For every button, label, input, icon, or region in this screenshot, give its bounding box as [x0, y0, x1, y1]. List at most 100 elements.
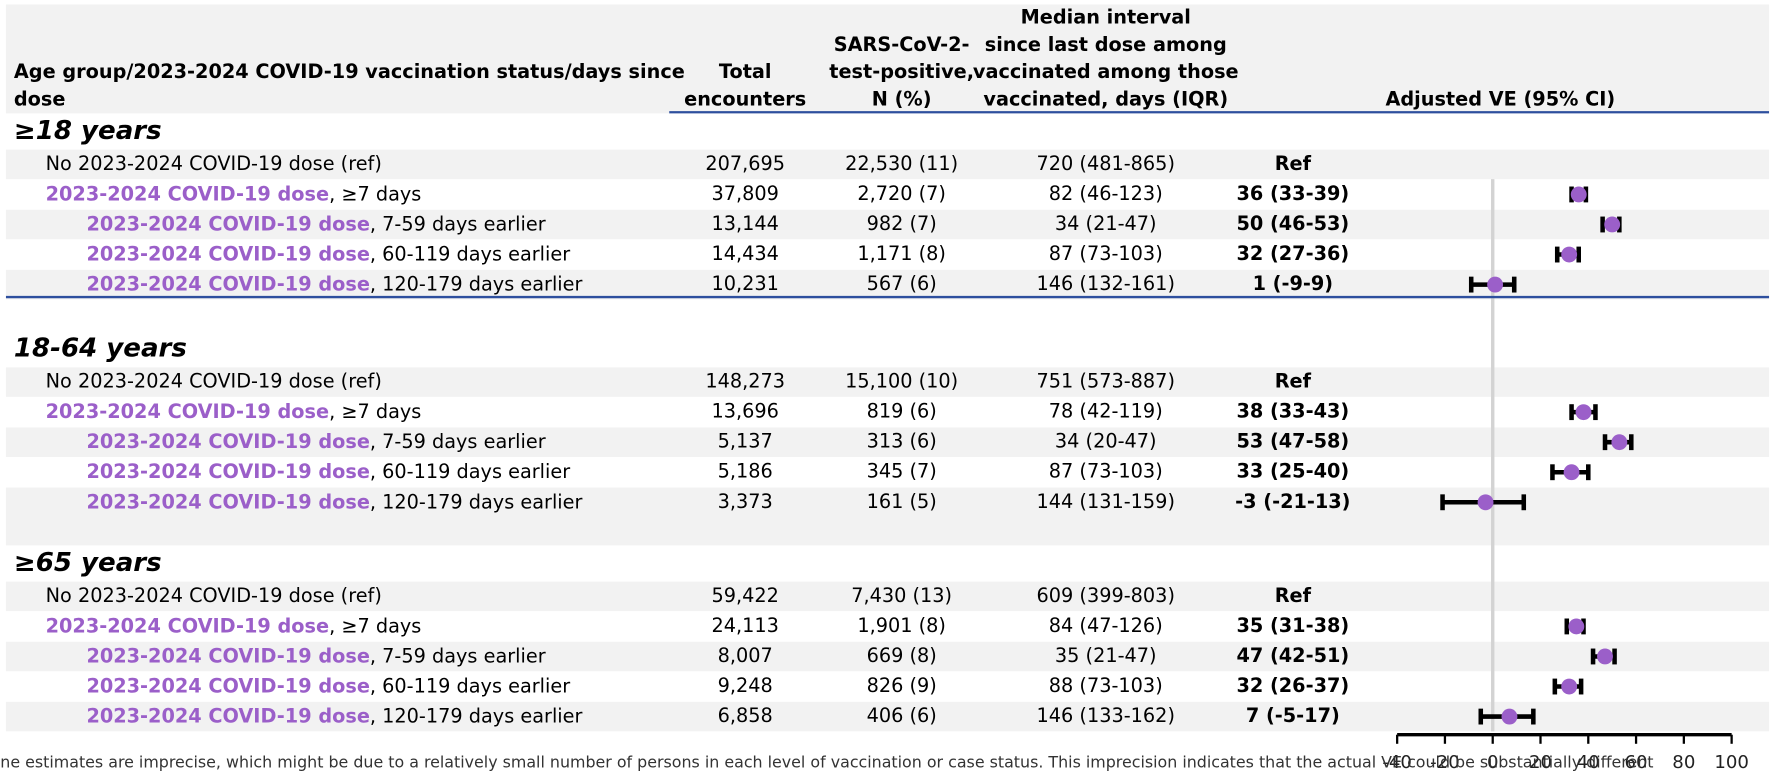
row-label: 2023-2024 COVID-19 dose, ≥7 days [46, 400, 422, 423]
column-header: Adjusted VE (95% CI) [1385, 87, 1615, 110]
median-cell: 146 (133-162) [1037, 704, 1175, 727]
dose-suffix: , 7-59 days earlier [370, 430, 546, 453]
ve-point [1561, 246, 1578, 263]
median-cell: 35 (21-47) [1055, 644, 1157, 667]
ve-cell: Ref [1275, 370, 1312, 393]
dose-label: 2023-2024 COVID-19 dose [86, 272, 369, 295]
ve-point [1477, 494, 1494, 511]
median-cell: 34 (20-47) [1055, 430, 1157, 453]
total-cell: 3,373 [718, 490, 773, 513]
ve-cell: 1 (-9-9) [1253, 272, 1334, 295]
row-label: 2023-2024 COVID-19 dose, ≥7 days [46, 614, 422, 637]
row-label: 2023-2024 COVID-19 dose, 60-119 days ear… [86, 242, 570, 265]
total-cell: 5,137 [718, 430, 773, 453]
positive-cell: 313 (6) [867, 430, 937, 453]
median-cell: 82 (46-123) [1049, 182, 1163, 205]
row-bg [5, 641, 1770, 672]
row-label: 2023-2024 COVID-19 dose, ≥7 days [46, 182, 422, 205]
ve-point [1487, 276, 1504, 293]
spacer-bg [5, 515, 1770, 546]
positive-cell: 22,530 (11) [845, 152, 958, 175]
ve-point [1575, 404, 1592, 421]
median-cell: 87 (73-103) [1049, 242, 1163, 265]
ve-cell: 47 (42-51) [1236, 644, 1349, 667]
ve-cell: 36 (33-39) [1236, 182, 1349, 205]
ve-cell: 7 (-5-17) [1246, 704, 1340, 727]
ve-point [1568, 618, 1585, 635]
positive-cell: 1,171 (8) [857, 242, 946, 265]
dose-suffix: , 120-179 days earlier [370, 704, 583, 727]
total-cell: 13,696 [711, 400, 778, 423]
dose-suffix: , 120-179 days earlier [370, 272, 583, 295]
x-tick-label: 20 [1529, 752, 1552, 771]
dose-label: 2023-2024 COVID-19 dose [86, 674, 369, 697]
column-header: Total [719, 60, 772, 83]
total-cell: 9,248 [718, 674, 773, 697]
dose-label: 2023-2024 COVID-19 dose [46, 400, 329, 423]
dose-label: 2023-2024 COVID-19 dose [86, 644, 369, 667]
ve-cell: 50 (46-53) [1236, 212, 1349, 235]
total-cell: 207,695 [705, 152, 785, 175]
ve-cell: 35 (31-38) [1236, 614, 1349, 637]
positive-cell: 669 (8) [867, 644, 937, 667]
group-title: ≥65 years [14, 548, 162, 578]
median-cell: 78 (42-119) [1049, 400, 1163, 423]
column-header: dose [14, 87, 66, 110]
dose-label: 2023-2024 COVID-19 dose [86, 490, 369, 513]
x-tick-label: -20 [1430, 752, 1460, 771]
x-tick-label: 60 [1625, 752, 1648, 771]
dose-label: 2023-2024 COVID-19 dose [86, 212, 369, 235]
column-header: SARS-CoV-2- [834, 33, 970, 56]
footnote: ne estimates are imprecise, which might … [0, 753, 1653, 771]
total-cell: 59,422 [711, 584, 778, 607]
dose-suffix: , ≥7 days [329, 182, 421, 205]
x-tick-label: 40 [1577, 752, 1600, 771]
row-label: 2023-2024 COVID-19 dose, 120-179 days ea… [86, 490, 582, 513]
positive-cell: 345 (7) [867, 460, 937, 483]
row-bg [5, 367, 1770, 397]
median-cell: 87 (73-103) [1049, 460, 1163, 483]
dose-label: 2023-2024 COVID-19 dose [86, 242, 369, 265]
total-cell: 14,434 [711, 242, 778, 265]
ve-point [1604, 216, 1621, 233]
column-header: since last dose among [985, 33, 1227, 56]
median-cell: 751 (573-887) [1037, 370, 1175, 393]
ve-point [1597, 648, 1613, 665]
positive-cell: 826 (9) [867, 674, 937, 697]
dose-suffix: , 60-119 days earlier [370, 460, 570, 483]
ve-cell: Ref [1275, 152, 1312, 175]
row-label: 2023-2024 COVID-19 dose, 60-119 days ear… [86, 460, 570, 483]
dose-label: 2023-2024 COVID-19 dose [86, 460, 369, 483]
ve-cell: 32 (26-37) [1236, 674, 1349, 697]
ve-point [1570, 186, 1587, 203]
row-label: 2023-2024 COVID-19 dose, 60-119 days ear… [86, 674, 570, 697]
median-cell: 84 (47-126) [1049, 614, 1163, 637]
ve-point [1561, 678, 1578, 695]
column-header: Median interval [1021, 6, 1191, 29]
row-bg [5, 581, 1770, 612]
total-cell: 8,007 [718, 644, 773, 667]
median-cell: 34 (21-47) [1055, 212, 1157, 235]
ve-cell: 32 (27-36) [1236, 242, 1349, 265]
column-header: vaccinated, days (IQR) [983, 87, 1228, 110]
total-cell: 5,186 [718, 460, 773, 483]
dose-label: 2023-2024 COVID-19 dose [46, 182, 329, 205]
x-tick-label: 80 [1672, 752, 1695, 771]
positive-cell: 1,901 (8) [857, 614, 946, 637]
total-cell: 24,113 [711, 614, 778, 637]
row-bg [5, 427, 1770, 457]
ve-cell: Ref [1275, 584, 1312, 607]
total-cell: 37,809 [711, 182, 778, 205]
header-bg [5, 4, 1770, 114]
median-cell: 146 (132-161) [1037, 272, 1175, 295]
positive-cell: 819 (6) [867, 400, 937, 423]
total-cell: 6,858 [718, 704, 773, 727]
group-title: 18-64 years [14, 334, 187, 364]
median-cell: 88 (73-103) [1049, 674, 1163, 697]
row-label: 2023-2024 COVID-19 dose, 7-59 days earli… [86, 212, 545, 235]
ve-cell: -3 (-21-13) [1235, 490, 1350, 513]
column-header: encounters [684, 87, 806, 110]
row-label: 2023-2024 COVID-19 dose, 7-59 days earli… [86, 430, 545, 453]
row-bg [5, 701, 1770, 732]
dose-label: 2023-2024 COVID-19 dose [86, 704, 369, 727]
